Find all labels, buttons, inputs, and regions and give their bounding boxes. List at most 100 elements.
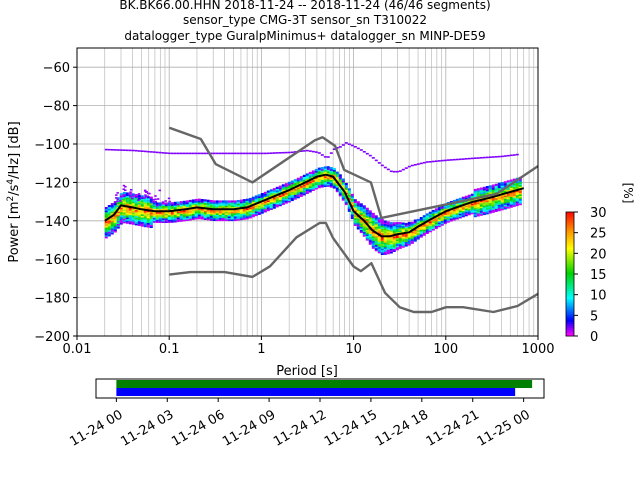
x-axis-ticks: 0.01 0.1 1 10 100 1000 <box>63 336 555 357</box>
heatmap-cell <box>152 215 156 219</box>
heatmap-cell <box>212 206 216 209</box>
heatmap-cell <box>242 211 246 214</box>
heatmap-cell <box>107 148 111 151</box>
heatmap-cell <box>446 220 450 223</box>
heatmap-cell <box>452 209 456 212</box>
heatmap-cell <box>221 209 225 212</box>
heatmap-cell <box>401 233 405 236</box>
heatmap-cell <box>143 200 147 203</box>
heatmap-cell <box>215 217 219 220</box>
heatmap-cell <box>482 209 486 212</box>
heatmap-cell <box>245 201 249 204</box>
heatmap-cell <box>254 195 258 198</box>
heatmap-cell <box>107 220 111 223</box>
heatmap-cell <box>413 228 417 231</box>
heatmap-cell <box>224 152 228 155</box>
heatmap-cell <box>164 217 168 220</box>
heatmap-cell <box>359 215 363 218</box>
heatmap-cell <box>182 205 186 208</box>
heatmap-cell <box>503 195 507 198</box>
heatmap-cell <box>479 189 483 192</box>
heatmap-cell <box>482 208 486 211</box>
heatmap-cell <box>287 195 291 198</box>
heatmap-cell <box>311 187 315 190</box>
heatmap-cell <box>284 200 288 203</box>
heatmap-cell <box>512 184 516 187</box>
heatmap-cell <box>425 213 429 216</box>
heatmap-cell <box>203 208 207 211</box>
heatmap-cell <box>152 203 156 206</box>
heatmap-cell <box>392 246 396 249</box>
heatmap-cell <box>293 196 297 199</box>
heatmap-cell <box>299 188 303 191</box>
heatmap-cell <box>302 174 306 177</box>
heatmap-cell <box>401 244 405 247</box>
heatmap-cell <box>512 203 516 206</box>
heatmap-cell <box>419 217 423 220</box>
heatmap-cell <box>215 202 219 205</box>
heatmap-cell <box>416 222 420 225</box>
heatmap-cell <box>425 230 429 233</box>
heatmap-cell <box>476 191 480 194</box>
heatmap-cell <box>269 207 273 210</box>
heatmap-cell <box>260 208 264 211</box>
heatmap-cell <box>341 178 345 181</box>
heatmap-cell <box>149 213 153 216</box>
heatmap-cell <box>476 205 480 208</box>
heatmap-cell <box>212 215 216 218</box>
heatmap-cell <box>506 181 510 184</box>
heatmap-cell <box>359 207 363 211</box>
heatmap-cell <box>248 199 252 202</box>
title-line-2: sensor_type CMG-3T sensor_sn T310022 <box>183 13 427 27</box>
heatmap-cell <box>119 219 123 222</box>
heatmap-cell <box>401 227 405 230</box>
heatmap-cell <box>425 161 429 163</box>
heatmap-cell <box>494 191 498 194</box>
heatmap-cell <box>389 229 393 232</box>
heatmap-cell <box>491 198 495 201</box>
heatmap-cell <box>377 229 381 232</box>
heatmap-cell <box>281 151 285 154</box>
heatmap-cell <box>233 212 237 215</box>
heatmap-cell <box>140 218 144 221</box>
heatmap-cell <box>386 247 390 250</box>
heatmap-cell <box>515 187 519 190</box>
heatmap-cell <box>497 195 501 198</box>
heatmap-cell <box>179 218 183 221</box>
heatmap-cell <box>128 200 132 203</box>
heatmap-cell <box>269 204 273 207</box>
heatmap-cell <box>242 203 246 206</box>
heatmap-cell <box>338 175 342 178</box>
heatmap-cell <box>131 210 135 213</box>
heatmap-cell <box>146 219 150 222</box>
heatmap-cell <box>380 164 384 167</box>
heatmap-cell <box>314 178 318 181</box>
heatmap-cell <box>470 210 474 213</box>
heatmap-cell <box>440 215 444 218</box>
heatmap-cell <box>392 240 396 243</box>
heatmap-cell <box>371 238 375 242</box>
heatmap-cell <box>455 212 459 215</box>
heatmap-cell <box>161 205 165 208</box>
heatmap-cell <box>224 215 228 218</box>
heatmap-cell <box>104 207 108 210</box>
heatmap-cell <box>248 207 252 210</box>
heatmap-cell <box>482 189 486 192</box>
heatmap-cell <box>440 209 444 212</box>
heatmap-cell <box>332 181 336 184</box>
heatmap-cell <box>215 209 219 212</box>
heatmap-cell <box>221 214 225 217</box>
heatmap-cell <box>110 210 114 213</box>
heatmap-cell <box>467 157 471 160</box>
heatmap-cell <box>386 239 390 242</box>
heatmap-cell <box>512 204 516 207</box>
heatmap-cell <box>155 211 159 214</box>
heatmap-cell <box>215 211 219 214</box>
heatmap-cell <box>236 200 240 203</box>
timeline-tick-label: 11-24 12 <box>271 407 329 449</box>
heatmap-cell <box>158 205 162 208</box>
heatmap-cell <box>461 210 465 213</box>
heatmap-cell <box>491 192 495 195</box>
heatmap-cell <box>209 206 213 209</box>
heatmap-cell <box>179 201 183 204</box>
